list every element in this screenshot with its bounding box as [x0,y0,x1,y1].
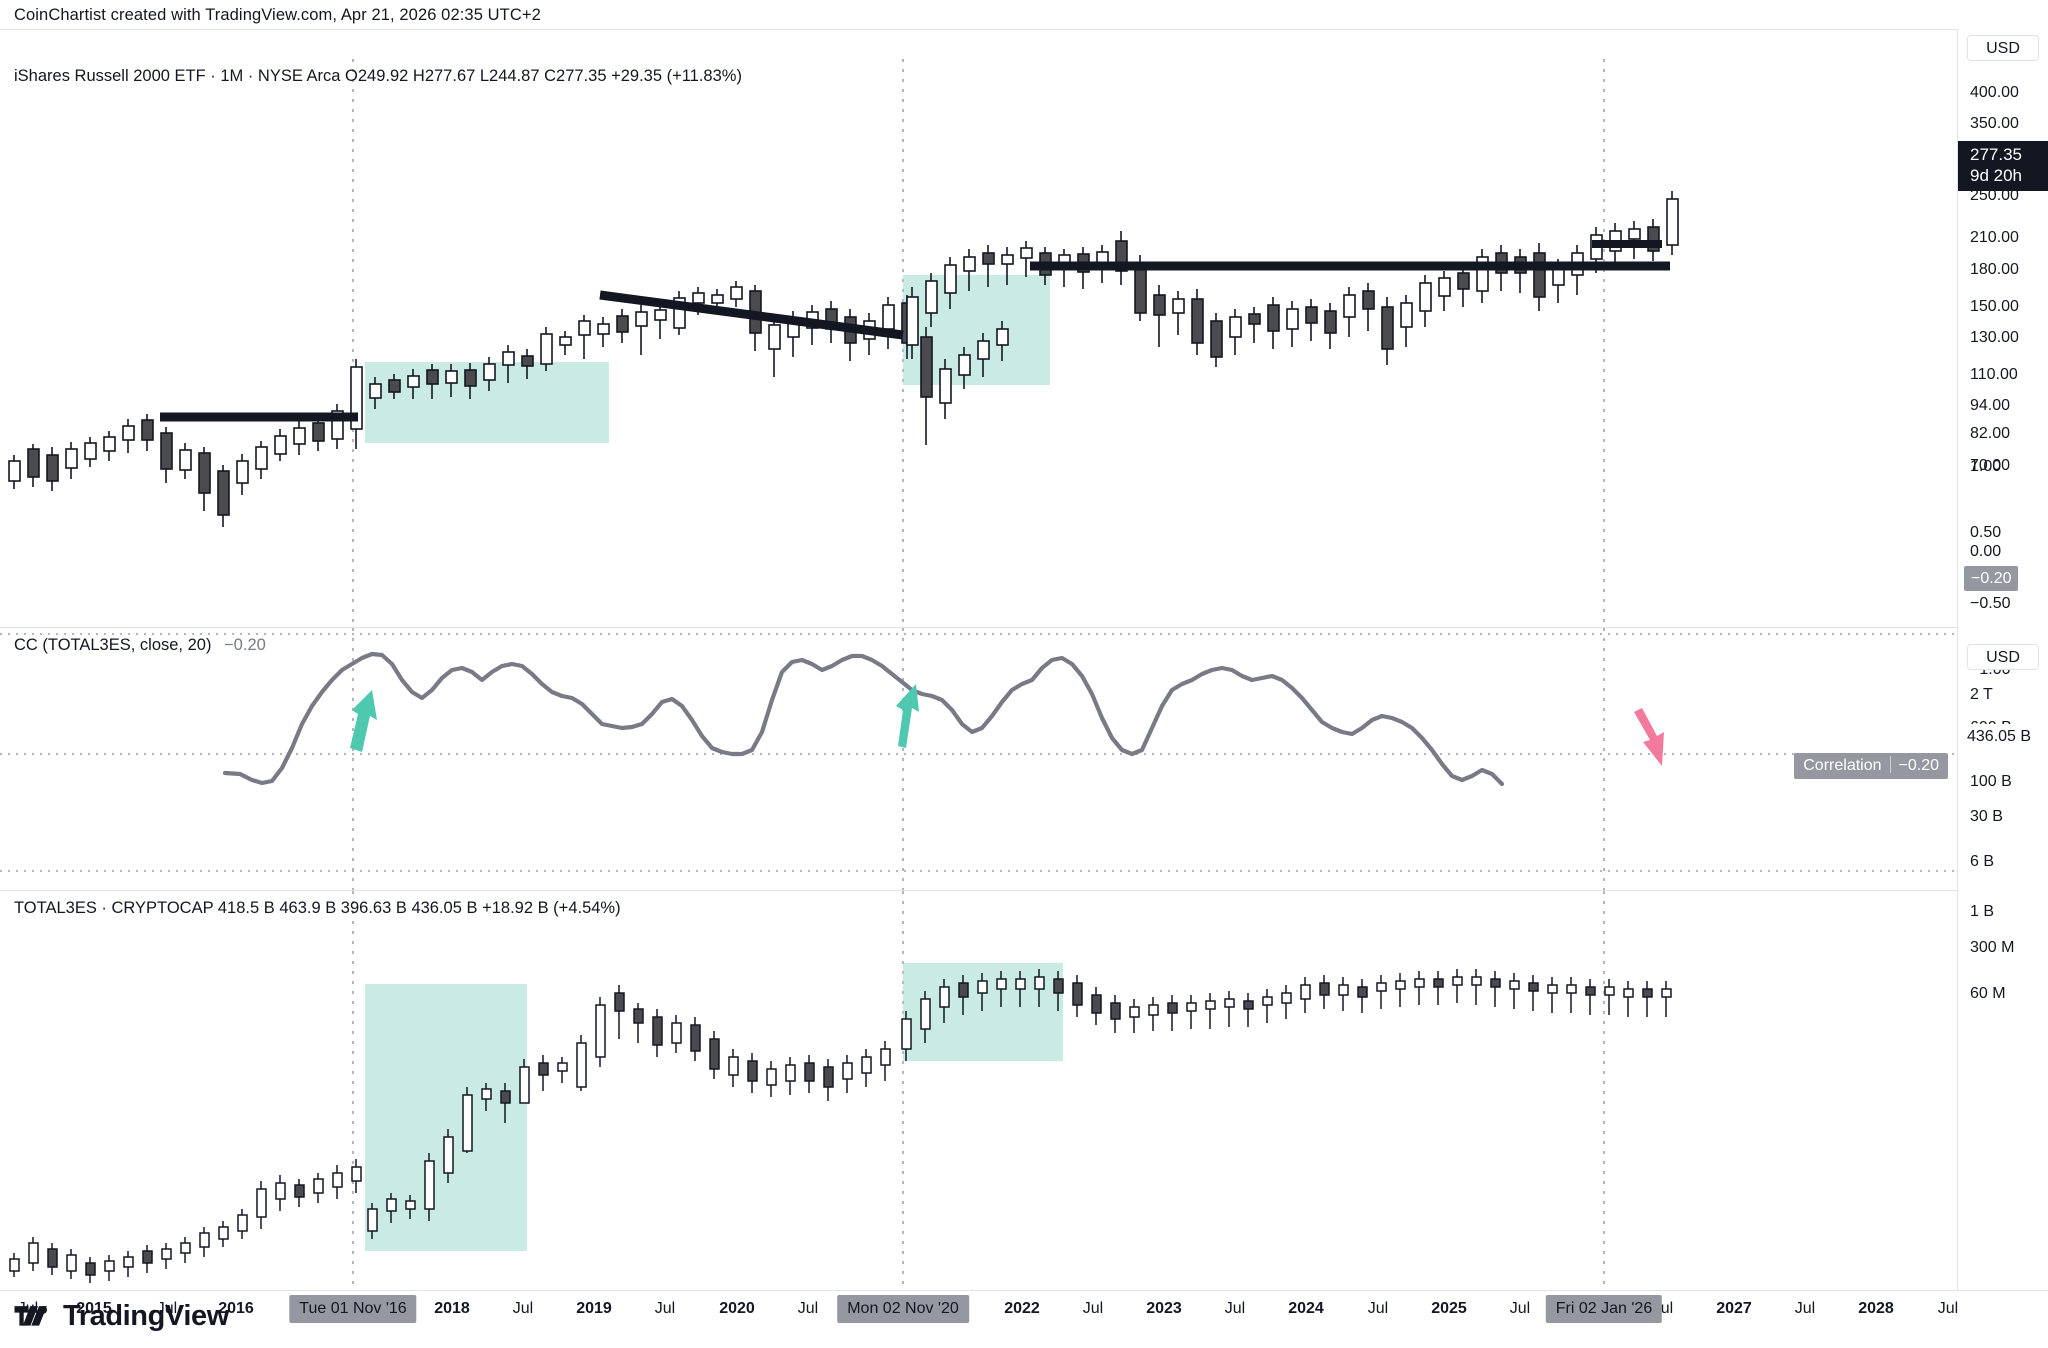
current-price-tag: 277.35 9d 20h [1958,141,2048,192]
time-tick-jul: Jul [1224,1300,1246,1317]
correlation-series-name: Correlation [1803,757,1882,774]
time-tick-jul: Jul [797,1300,819,1317]
time-tick-2020: 2020 [719,1300,755,1317]
time-tick-jul: Jul [1794,1300,1816,1317]
time-tick-2022: 2022 [1004,1300,1040,1317]
arrow-up-2020 [896,684,919,748]
total3es-chart-svg [9,891,1672,1292]
time-tick-jul: Jul [156,1300,178,1317]
correlation-axis-tick: 0.50 [1970,524,2002,541]
correlation-gridlines [0,633,1958,872]
price-axis-tick: 82.00 [1970,425,2011,442]
price-axis-tick: 400.00 [1970,84,2019,101]
total-axis-tick: 60 M [1970,985,2006,1002]
tradingview-logo: TradingView [14,1300,229,1333]
price-axis-tick: 110.00 [1970,366,2018,383]
time-tick-2025: 2025 [1431,1300,1467,1317]
price-pane-legend[interactable]: iShares Russell 2000 ETF · 1M · NYSE Arc… [14,67,742,85]
tradingview-wordmark: TradingView [63,1300,229,1332]
time-marker-label[interactable]: Tue 01 Nov '16 [289,1295,417,1323]
time-tick-2019: 2019 [576,1300,612,1317]
total-pane-legend[interactable]: TOTAL3ES · CRYPTOCAP 418.5 B 463.9 B 396… [14,899,621,917]
correlation-series-value: −0.20 [1898,757,1939,774]
correlation-chart-svg [0,628,1958,890]
total-axis-tick: 300 M [1970,939,2015,956]
time-tick-jul: Jul [512,1300,534,1317]
attribution-text: CoinChartist created with TradingView.co… [14,6,541,24]
time-tick-2028: 2028 [1858,1300,1894,1317]
price-currency-badge[interactable]: USD [1967,35,2039,61]
vertical-marker-lines-corr [352,628,1605,890]
trendline-descending-2018[interactable] [599,290,904,340]
price-axis-tick: 130.00 [1970,329,2019,346]
correlation-pane-legend[interactable]: CC (TOTAL3ES, close, 20) −0.20 [14,636,266,655]
trendlines [160,240,1670,422]
bar-countdown: 9d 20h [1970,165,2022,185]
price-axis-tick: 94.00 [1970,397,2011,414]
correlation-axis-tick: 0.00 [1970,543,2002,560]
time-tick-2027: 2027 [1716,1300,1752,1317]
time-tick-2024: 2024 [1288,1300,1324,1317]
pane-correlation[interactable]: CC (TOTAL3ES, close, 20) −0.20 [0,627,1958,890]
total-axis-tick: 100 B [1970,773,2012,790]
correlation-series-tag: Correlation −0.20 [1794,753,1948,779]
time-tick-2023: 2023 [1146,1300,1182,1317]
price-axis-tick: 180.00 [1970,261,2019,278]
time-marker-label[interactable]: Fri 02 Jan '26 [1545,1295,1663,1323]
price-axis-tick: 70.00 [1970,457,2011,474]
price-scale-column[interactable]: USD 400.00 350.00 290.00 250.00 210.00 1… [1957,29,2048,1290]
tradingview-mark-icon [14,1305,47,1326]
correlation-line [222,651,1505,787]
price-chart-svg [8,59,1679,626]
total-axis-tick: 2 T [1970,686,1993,703]
pane-price[interactable]: iShares Russell 2000 ETF · 1M · NYSE Arc… [0,59,1958,626]
chart-frame: iShares Russell 2000 ETF · 1M · NYSE Arc… [0,29,2048,1319]
total-candles [9,969,1672,1283]
vertical-marker-lines-total [352,891,1605,1292]
arrow-down-2026 [1634,708,1664,766]
time-tick-jul: Jul [1367,1300,1389,1317]
total-axis-tick: 6 B [1970,853,1995,870]
correlation-axis-value-tag: −0.20 [1964,566,2019,591]
time-tick-2016: 2016 [218,1300,254,1317]
time-tick-2015: 2015 [76,1300,112,1317]
arrow-up-2016 [350,690,377,752]
time-tick-jul: Jul [1937,1300,1959,1317]
price-axis-tick: 150.00 [1970,298,2019,315]
correlation-axis-tick: −0.50 [1970,595,2011,612]
time-marker-label[interactable]: Mon 02 Nov '20 [837,1295,969,1323]
total-axis-tick: 1 B [1970,903,1995,920]
price-candles [8,191,1679,527]
price-axis-tick: 210.00 [1970,229,2019,246]
time-tick-jul: Jul [1082,1300,1104,1317]
time-tick-jul: Jul [1509,1300,1531,1317]
time-tick-2018: 2018 [434,1300,470,1317]
vertical-marker-lines [352,59,1605,626]
total-currency-badge[interactable]: USD [1967,644,2039,670]
correlation-legend-value: −0.20 [224,636,266,654]
time-tick-jul: Jul [654,1300,676,1317]
correlation-legend-title: CC (TOTAL3ES, close, 20) [14,636,212,654]
pane-total3es[interactable]: TOTAL3ES · CRYPTOCAP 418.5 B 463.9 B 396… [0,890,1958,1292]
correlation-axis-tick: 1.00 [1970,458,2002,475]
total-axis-tick: 30 B [1970,808,2003,825]
price-axis-tick: 350.00 [1970,115,2019,132]
current-price-value: 277.35 [1970,145,2022,164]
time-axis[interactable]: Jul2015Jul20162017Jul2018Jul2019Jul2020J… [0,1290,2048,1329]
total-axis-value-tag: 436.05 B [1962,724,2037,749]
